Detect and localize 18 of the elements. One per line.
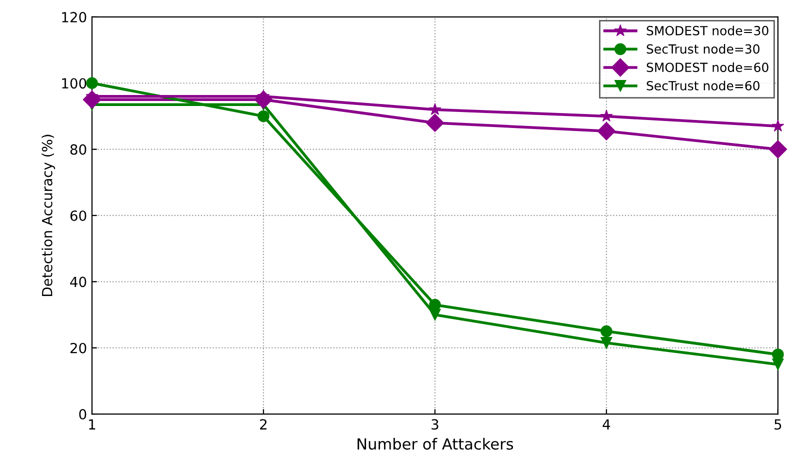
legend-label: SecTrust node=30: [646, 44, 760, 54]
y-tick-label: 40: [70, 276, 86, 288]
x-tick-label: 1: [89, 419, 96, 430]
legend-label: SMODEST node=30: [646, 26, 768, 36]
y-tick-label: 0: [79, 409, 86, 420]
y-tick-label: 80: [70, 144, 86, 155]
x-tick-label: 3: [432, 419, 438, 430]
y-tick-label: 100: [62, 78, 86, 89]
y-axis-title: Detection Accuracy (%): [42, 134, 56, 296]
x-tick-label: 4: [602, 419, 610, 430]
y-tick-label: 60: [70, 210, 86, 221]
y-tick-label: 120: [62, 12, 86, 22]
x-axis-title: Number of Attackers: [358, 438, 514, 450]
legend-label: SMODEST node=60: [646, 62, 768, 72]
x-tick-label: 5: [774, 419, 782, 430]
y-tick-label: 20: [70, 342, 86, 354]
x-tick-label: 2: [260, 419, 266, 430]
legend-label: SecTrust node=60: [646, 80, 760, 90]
